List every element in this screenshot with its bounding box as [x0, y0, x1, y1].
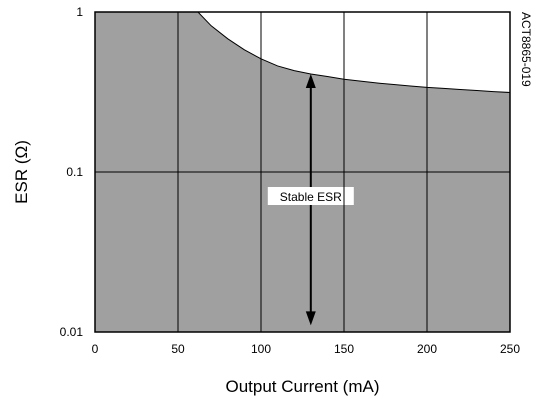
arrow-up-icon: [305, 73, 316, 88]
x-tick-label: 200: [417, 342, 437, 356]
x-axis-title: Output Current (mA): [226, 377, 380, 396]
x-tick-label: 0: [92, 342, 99, 356]
y-tick-label: 0.01: [60, 325, 84, 339]
arrow-down-icon: [305, 311, 316, 326]
x-tick-label: 150: [334, 342, 354, 356]
x-tick-label: 100: [251, 342, 271, 356]
x-tick-label: 250: [500, 342, 520, 356]
annotation-label-box: [267, 187, 354, 205]
esr-boundary-curve: [197, 11, 511, 93]
y-axis-title: ESR (Ω): [12, 140, 31, 204]
x-tick-label: 50: [171, 342, 185, 356]
annotation-label: Stable ESR: [280, 190, 342, 204]
axes: 0 50 100 150 200 250 1 0.1 0.01: [60, 5, 521, 356]
y-tick-label: 1: [76, 5, 83, 19]
plot-frame: [94, 11, 511, 333]
y-tick-label: 0.1: [66, 165, 83, 179]
figure-id: ACT8865-019: [519, 12, 533, 87]
